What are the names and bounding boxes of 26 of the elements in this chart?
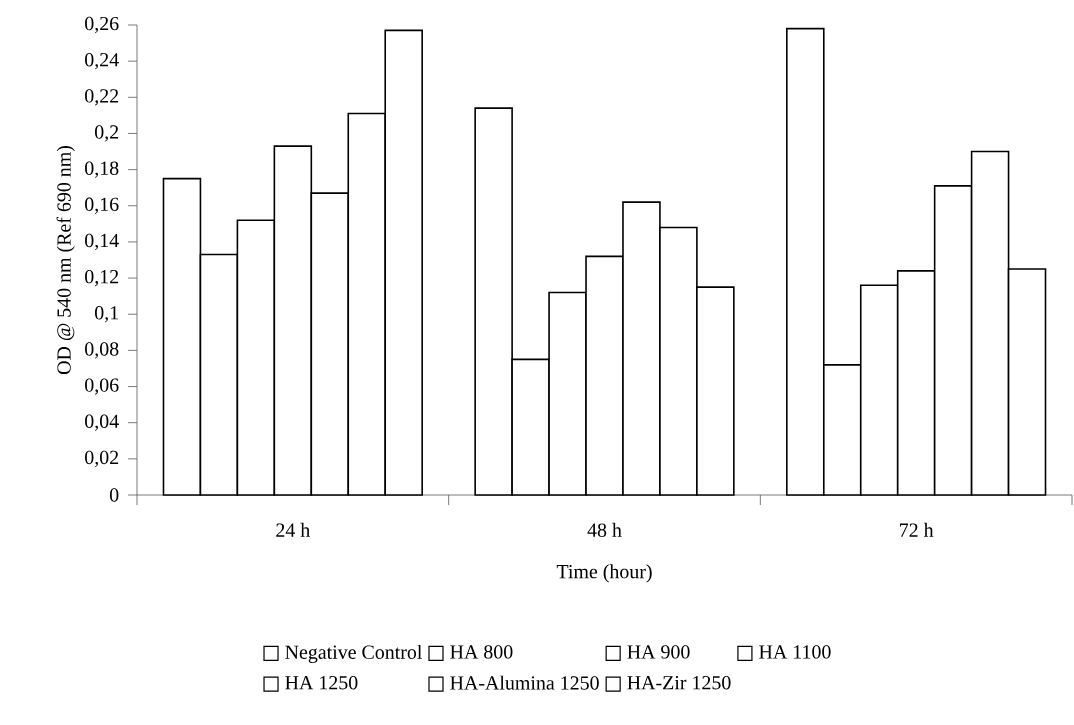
y-tick-label: 0,04	[85, 414, 119, 431]
y-tick-label: 0	[109, 488, 119, 502]
legend-label: HA-Alumina 1250	[450, 675, 599, 690]
x-tick-label: 24 h	[276, 522, 311, 537]
y-tick-label: 0,26	[85, 16, 119, 34]
legend-label: HA 800	[450, 645, 513, 659]
y-tick-label: 0,14	[85, 233, 119, 251]
y-tick-label: 0,1	[95, 306, 118, 323]
legend-label: HA-Zir 1250	[627, 675, 731, 690]
y-tick-label: 0,06	[85, 378, 119, 395]
x-tick-label: 72 h	[900, 522, 934, 537]
y-tick-label: 0,08	[85, 342, 119, 359]
legend-label: HA 900	[627, 645, 690, 659]
y-tick-label: 0,16	[85, 197, 119, 214]
x-tick-label: 48 h	[587, 522, 622, 537]
x-axis-title: Time (hour)	[556, 564, 652, 583]
legend-label: HA 1250	[285, 675, 358, 690]
legend-label: HA 1100	[759, 645, 831, 659]
y-axis-title: OD @ 540 nm (Ref 690 nm)	[56, 145, 75, 375]
y-tick-label: 0,22	[85, 89, 119, 106]
legend-label: Negative Control	[285, 644, 422, 664]
y-tick-label: 0,2	[95, 125, 119, 142]
y-tick-label: 0,24	[85, 52, 119, 70]
y-tick-label: 0,12	[85, 269, 119, 287]
y-tick-label: 0,18	[85, 161, 119, 178]
y-tick-label: 0,02	[85, 450, 119, 467]
